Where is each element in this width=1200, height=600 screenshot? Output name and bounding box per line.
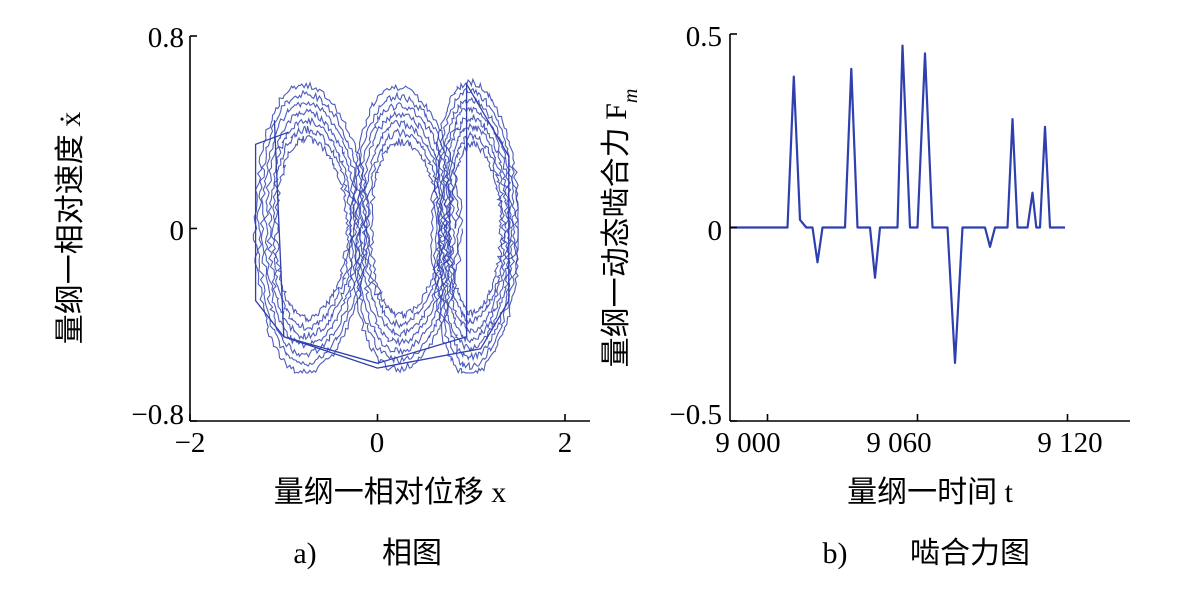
phase-orbit-14 [259,101,364,358]
phase-orbit-2 [273,135,350,323]
force-y-axis-label-group: 量纲一动态啮合力 Fm [600,89,642,368]
phase-y-tick-label-bottom: −0.8 [131,399,184,431]
phase-orbit-0 [447,140,503,318]
phase-orbit-16 [351,91,460,364]
phase-orbit-6 [443,122,510,335]
phase-x-tick-label-neg2: −2 [175,427,206,459]
meshing-force-panel: 9 000 9 060 9 120 0.5 0 −0.5 量纲一时间 t 量纲一… [600,21,1130,570]
phase-x-axis-label: 量纲一相对位移 x [274,476,507,509]
force-x-tick-label-9060: 9 060 [866,427,931,459]
force-caption-title: 啮合力图 [910,537,1030,570]
phase-trajectory [252,77,519,375]
phase-x-tick-label-0: 0 [370,427,385,459]
phase-orbit-19 [348,83,464,374]
phase-ticks [189,35,566,422]
phase-y-tick-label-zero: 0 [170,215,185,247]
phase-orbit-15 [435,96,517,362]
meshing-force-curve [730,44,1065,364]
force-y-tick-label-bottom: −0.5 [669,399,722,431]
phase-orbit-3 [445,130,507,325]
phase-orbit-17 [256,89,368,367]
phase-orbit-1 [369,138,443,320]
phase-orbit-20 [252,81,371,374]
phase-envelope [254,81,510,369]
force-x-tick-label-9000: 9 000 [715,427,780,459]
phase-orbit-8 [266,116,357,341]
phase-orbit-11 [263,108,361,349]
force-y-axis-label-main: 量纲一动态啮合力 F [600,103,633,367]
force-ticks [730,33,1069,422]
phase-orbit-18 [432,87,519,371]
force-x-tick-label-9120: 9 120 [1037,427,1102,459]
force-series-line [730,44,1065,364]
force-y-axis-label: 量纲一动态啮合力 Fm [600,89,642,368]
phase-orbit-21 [430,77,519,375]
phase-diagram-panel: −2 0 2 0.8 0 −0.8 量纲一相对位移 x 量纲一相对速度 ẋ a)… [54,22,590,570]
phase-y-tick-label-top: 0.8 [148,22,184,54]
phase-x-tick-label-2: 2 [558,427,573,459]
force-x-axis-label: 量纲一时间 t [847,476,1013,509]
force-y-axis-label-subscript: m [620,89,642,103]
phase-orbit-13 [355,102,457,356]
phase-caption-letter: a) [293,537,316,570]
force-y-tick-label-top: 0.5 [686,21,722,53]
force-caption-letter: b) [823,537,848,570]
phase-orbit-5 [270,125,354,331]
phase-caption-title: 相图 [382,537,442,570]
phase-y-axis-label: 量纲一相对速度 ẋ [54,112,87,345]
force-y-tick-label-zero: 0 [708,215,723,247]
